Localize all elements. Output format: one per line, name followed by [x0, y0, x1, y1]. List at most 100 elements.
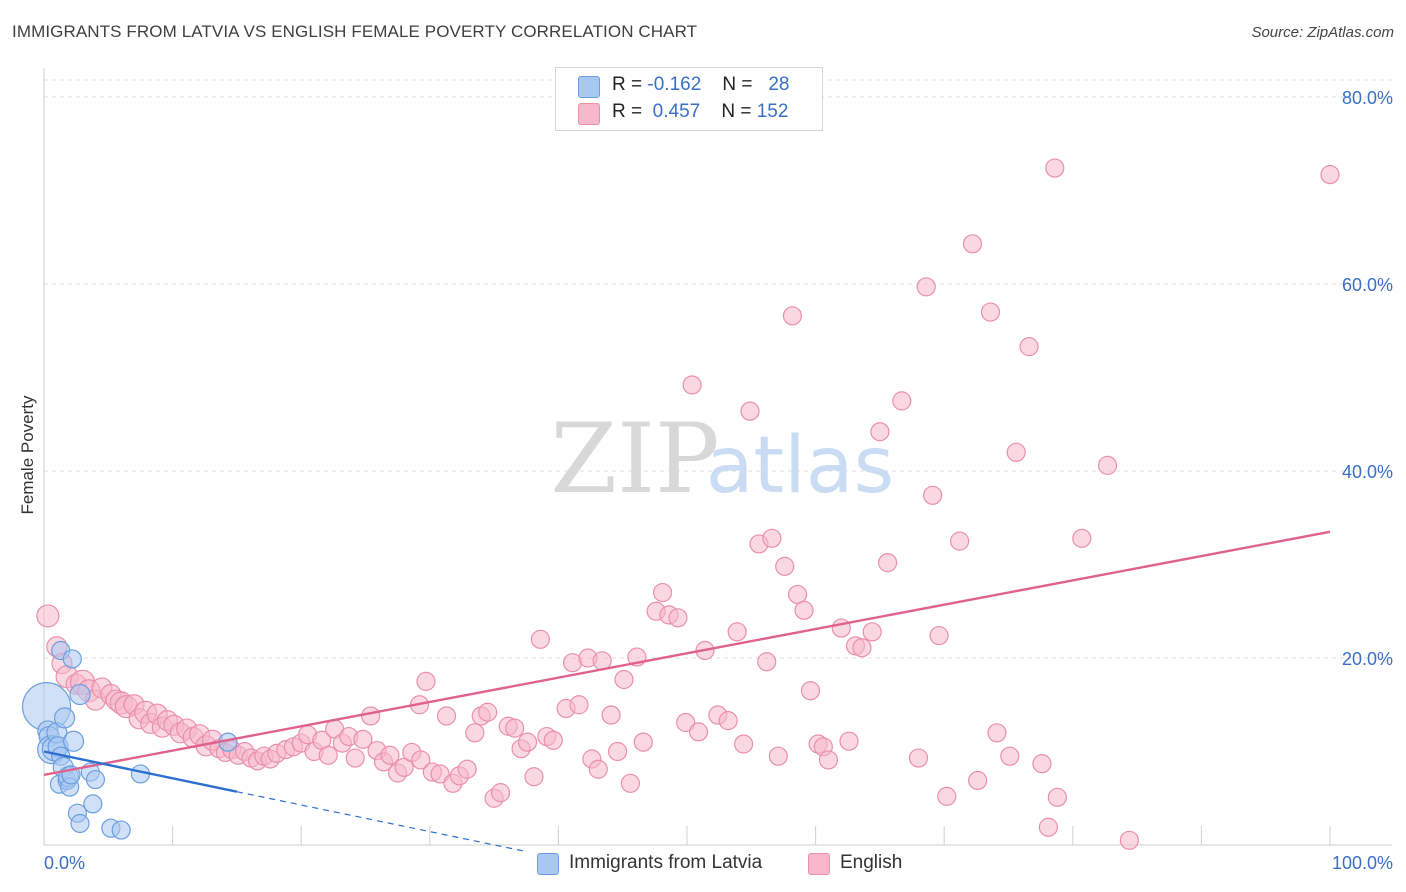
watermark-atlas: atlas: [706, 421, 895, 511]
trend-lines: [43, 530, 1331, 853]
english-point: [676, 712, 696, 733]
english-point: [1032, 754, 1052, 774]
latvia-point: [62, 730, 85, 752]
english-point: [601, 705, 621, 725]
y-tick-label: 60.0%: [1342, 275, 1393, 295]
english-point: [380, 745, 400, 765]
english-point: [870, 422, 890, 442]
english-point: [950, 531, 970, 551]
english-point: [1320, 165, 1340, 185]
legend-n-value: 28: [768, 74, 790, 95]
english-points: [36, 158, 1340, 850]
latvia-point: [83, 794, 103, 814]
chart-title: IMMIGRANTS FROM LATVIA VS ENGLISH FEMALE…: [12, 22, 698, 41]
english-point: [908, 748, 929, 768]
english-point: [727, 622, 747, 642]
english-trend-line: [43, 530, 1331, 777]
legend-n-label: N =: [722, 74, 753, 95]
latvia-point: [70, 813, 90, 834]
y-tick-label: 40.0%: [1342, 462, 1393, 482]
watermark: ZIP atlas: [550, 403, 894, 515]
english-point: [36, 604, 60, 628]
english-point: [569, 695, 589, 715]
english-point: [517, 732, 538, 752]
english-point: [620, 773, 641, 793]
english-point: [668, 608, 688, 628]
english-point: [524, 767, 544, 787]
english-point: [652, 582, 673, 603]
y-tick-label: 20.0%: [1342, 649, 1393, 669]
english-point: [588, 759, 608, 779]
english-point: [394, 757, 414, 777]
english-point: [800, 681, 821, 701]
latvia-point: [62, 649, 82, 669]
x-tick-label-max: 100.0%: [1332, 853, 1393, 873]
english-point: [916, 277, 936, 297]
english-point: [457, 759, 477, 779]
english-point: [1000, 746, 1020, 766]
source-label: Source: ZipAtlas.com: [1251, 24, 1394, 41]
english-point: [361, 706, 381, 726]
english-point: [762, 528, 782, 548]
english-point: [794, 600, 814, 620]
legend-swatch-english: [578, 103, 600, 125]
bottom-legend-swatch-english: [808, 853, 830, 875]
english-point: [682, 375, 702, 395]
english-point: [782, 306, 803, 326]
english-point: [818, 750, 839, 770]
gridlines: [44, 79, 1392, 659]
legend-r-label: R =: [612, 101, 643, 122]
english-point: [852, 638, 872, 658]
latvia-point: [111, 820, 131, 840]
english-point: [1072, 528, 1092, 548]
english-point: [530, 629, 550, 649]
x-tick-label-min: 0.0%: [44, 853, 85, 873]
legend-r-value: 0.457: [652, 101, 701, 122]
english-point: [490, 783, 511, 803]
legend-r-value: -0.162: [647, 74, 702, 95]
english-point: [1019, 337, 1039, 357]
latvia-point: [69, 683, 91, 706]
english-point: [607, 741, 628, 762]
english-point: [436, 706, 457, 726]
english-point: [862, 622, 882, 642]
watermark-zip: ZIP: [550, 403, 719, 515]
english-point: [757, 652, 777, 672]
english-point: [968, 770, 988, 791]
english-point: [1038, 817, 1058, 837]
english-point: [1045, 158, 1065, 178]
english-point: [929, 625, 949, 646]
english-point: [478, 702, 498, 722]
english-point: [416, 671, 436, 691]
english-point: [839, 731, 859, 751]
english-point: [878, 553, 898, 573]
english-point: [465, 723, 485, 743]
latvia-point: [85, 769, 106, 790]
bottom-legend-label-english: English: [840, 852, 903, 873]
english-point: [775, 556, 795, 576]
latvia-trend-extension: [236, 791, 527, 853]
english-point: [923, 485, 943, 505]
english-point: [345, 748, 365, 768]
english-point: [733, 734, 754, 754]
english-point: [1006, 442, 1026, 462]
english-point: [505, 718, 525, 738]
tick-labels: 20.0% 40.0% 60.0% 80.0% 0.0% 100.0%: [44, 88, 1393, 873]
latvia-point: [53, 707, 76, 729]
english-point: [614, 669, 634, 690]
english-point: [892, 391, 912, 411]
english-point: [718, 711, 738, 731]
legend: R = -0.162 N = 28 R = 0.457 N = 152: [555, 67, 823, 131]
bottom-legend-swatch-latvia: [537, 853, 559, 875]
latvia-trend-line: [43, 750, 238, 793]
english-point: [411, 750, 431, 770]
english-point: [318, 745, 338, 765]
english-point: [740, 401, 760, 421]
legend-n-value: 152: [756, 101, 789, 122]
english-point: [430, 764, 450, 784]
english-point: [688, 722, 709, 742]
english-point: [543, 730, 563, 750]
legend-n-label: N =: [721, 101, 752, 122]
english-point: [962, 234, 983, 254]
